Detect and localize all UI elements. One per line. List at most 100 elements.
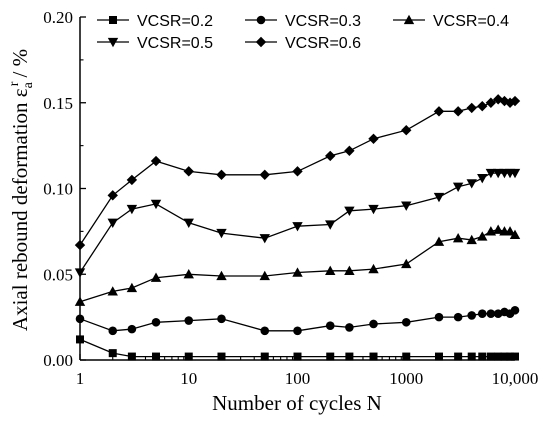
data-point (466, 102, 477, 114)
data-point (259, 270, 270, 281)
y-tick-label: 0.10 (43, 180, 73, 199)
data-point (504, 226, 516, 236)
data-point (345, 352, 354, 361)
data-point (344, 265, 355, 275)
data-point (260, 326, 270, 336)
data-point (217, 352, 226, 361)
data-point (485, 97, 497, 108)
data-point (500, 352, 509, 361)
y-axis-title-superscript: r (7, 81, 22, 86)
x-tick-label: 1 (76, 369, 85, 388)
data-point (368, 133, 379, 144)
data-point (150, 155, 162, 167)
x-tick-label: 1000 (389, 369, 423, 388)
axis-frame-group (79, 17, 515, 361)
data-point (467, 352, 476, 361)
data-point (183, 218, 194, 228)
data-point (433, 106, 445, 117)
data-point (369, 319, 378, 329)
data-point (452, 233, 464, 243)
data-point (401, 201, 412, 211)
data-point (477, 309, 487, 318)
data-point (433, 192, 445, 203)
data-point (151, 317, 161, 327)
data-point (401, 124, 412, 136)
data-point (466, 234, 477, 245)
data-point (216, 270, 227, 281)
legend-marker (255, 36, 267, 48)
y-tick-label: 0.05 (43, 265, 73, 284)
y-tick-label: 0.20 (43, 8, 73, 27)
data-point (292, 222, 303, 232)
data-point (401, 317, 411, 327)
data-point (510, 305, 520, 315)
data-point (452, 106, 464, 117)
axis-ticks-group: 0.00 0.05 0.10 0.15 0.20 1 10 100 1000 10,000 (43, 8, 538, 388)
data-point (293, 352, 302, 361)
x-tick-label: 10,000 (492, 369, 539, 388)
data-point (293, 326, 302, 336)
data-point (486, 309, 496, 318)
data-point (486, 352, 495, 361)
data-point (433, 236, 445, 246)
x-tick-label: 100 (285, 369, 311, 388)
data-point (325, 265, 336, 275)
data-point (511, 352, 519, 361)
data-point (325, 150, 336, 162)
data-point (108, 349, 117, 358)
data-point (183, 166, 194, 177)
data-point (75, 314, 85, 324)
y-axis-title-main: Axial rebound deformation ε (8, 88, 32, 331)
data-point (453, 312, 463, 322)
legend-label: VCSR=0.5 (137, 35, 213, 52)
data-point (344, 206, 355, 216)
data-point (477, 231, 488, 241)
data-point (152, 352, 161, 361)
data-point (126, 204, 138, 215)
data-point (217, 314, 226, 324)
data-point (292, 166, 303, 177)
data-point (107, 286, 118, 296)
data-point (494, 352, 503, 361)
series-markers-group (74, 94, 521, 361)
data-point (107, 190, 118, 201)
data-point (127, 324, 137, 334)
data-point (477, 100, 488, 112)
x-axis-title: Number of cycles N (212, 391, 382, 415)
legend-marker (256, 15, 266, 25)
data-point (509, 229, 521, 239)
data-point (368, 263, 379, 274)
x-tick-label: 10 (180, 369, 197, 388)
data-point (184, 352, 193, 361)
data-point (74, 296, 86, 306)
series-line (79, 229, 516, 303)
data-point (504, 97, 516, 108)
data-point (506, 352, 515, 361)
legend-label: VCSR=0.3 (285, 13, 361, 30)
legend-label: VCSR=0.4 (433, 13, 509, 30)
y-axis-title-unit: / % (8, 49, 32, 78)
data-point (467, 311, 477, 320)
data-point (509, 95, 521, 107)
data-point (434, 312, 444, 322)
data-point (150, 199, 162, 210)
data-point (466, 179, 477, 189)
data-point (485, 168, 497, 179)
data-point (107, 218, 118, 228)
data-point (74, 268, 86, 278)
data-point (401, 258, 412, 269)
y-axis-title: Axial rebound deformation εar / % (7, 49, 36, 331)
legend-marker (107, 37, 119, 48)
data-point (509, 168, 521, 179)
data-point (126, 174, 138, 186)
data-point (478, 352, 487, 361)
data-point (454, 352, 463, 361)
data-point (344, 145, 355, 156)
data-point (183, 269, 194, 279)
data-point (369, 352, 378, 361)
data-point (292, 267, 303, 277)
data-point (184, 316, 194, 325)
y-tick-label: 0.00 (43, 351, 73, 370)
data-point (76, 335, 84, 344)
